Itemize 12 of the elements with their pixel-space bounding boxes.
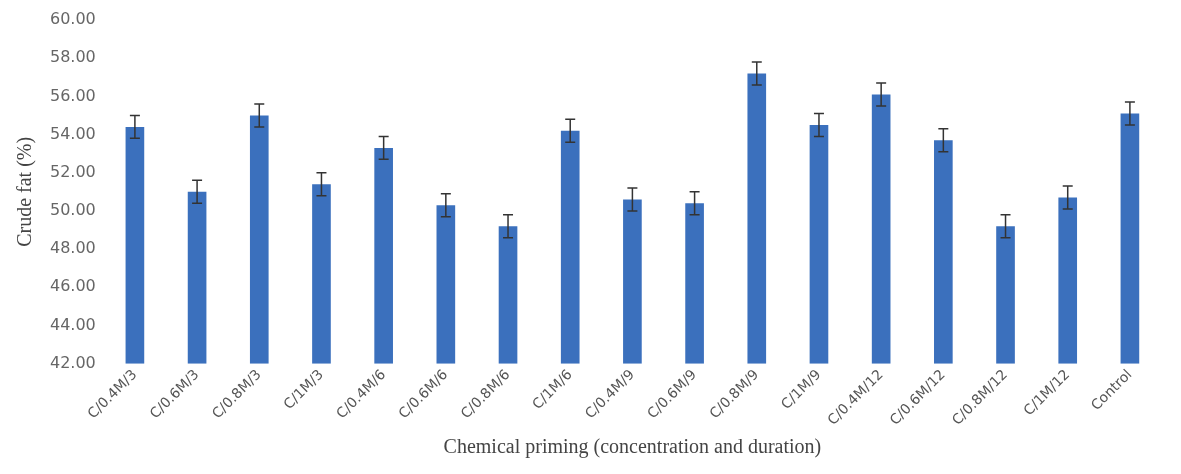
y-tick-label: 52.00 [49, 161, 96, 181]
y-tick-label: 42.00 [49, 352, 96, 372]
y-tick-label: 44.00 [49, 314, 96, 334]
y-tick-label: 54.00 [49, 123, 96, 143]
y-axis-title: Crude fat (%) [13, 136, 37, 247]
y-tick-label: 56.00 [49, 85, 96, 105]
y-tick-label: 46.00 [49, 276, 96, 296]
x-axis-title: Chemical priming (concentration and duration) [443, 435, 822, 459]
y-tick-label: 50.00 [49, 200, 96, 220]
y-tick-label: 48.00 [49, 238, 96, 258]
y-tick-label: 58.00 [49, 47, 96, 67]
y-tick-label: 60.00 [49, 9, 96, 29]
